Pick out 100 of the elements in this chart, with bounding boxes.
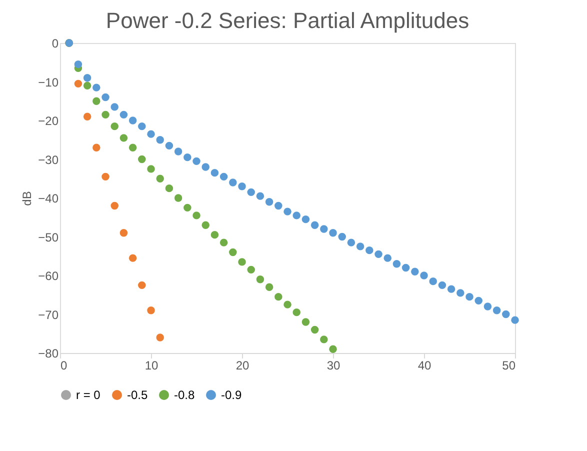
y-tick-label: −70 [38, 308, 59, 322]
x-tick-label: 20 [236, 358, 250, 372]
point [402, 264, 410, 272]
point [474, 296, 482, 305]
x-tick-label: 10 [144, 358, 158, 372]
point [238, 182, 246, 190]
point [156, 174, 164, 182]
point [438, 281, 446, 290]
point [511, 316, 519, 324]
point [128, 254, 137, 262]
x-tick-label: 40 [418, 358, 432, 372]
x-tick-label: 30 [326, 358, 340, 372]
point [284, 300, 292, 308]
legend-label: -0.9 [221, 388, 242, 402]
point [174, 194, 182, 202]
point [138, 155, 146, 164]
point [320, 225, 328, 233]
chart-title: Power -0.2 Series: Partial Amplitudes [106, 8, 470, 33]
point [247, 266, 255, 274]
point [411, 268, 419, 276]
point [265, 198, 274, 206]
point [192, 157, 200, 166]
point [147, 165, 155, 173]
y-tick-label: 0 [52, 36, 59, 50]
point [210, 230, 219, 239]
point [229, 178, 237, 186]
point [338, 232, 346, 241]
point [366, 246, 374, 254]
point [156, 136, 164, 144]
point [256, 276, 264, 284]
point [147, 306, 155, 314]
point [247, 188, 255, 196]
point [120, 229, 128, 237]
point [310, 326, 319, 334]
point [138, 281, 146, 290]
point [120, 110, 128, 119]
point [165, 142, 174, 150]
point [110, 202, 118, 210]
point [292, 212, 300, 220]
point [447, 285, 456, 293]
point [356, 242, 364, 250]
point [302, 318, 310, 326]
point [374, 250, 382, 258]
point [274, 292, 282, 301]
point [502, 310, 510, 318]
point [202, 163, 210, 171]
point [92, 84, 100, 92]
point [83, 112, 92, 120]
point [110, 103, 118, 111]
point [274, 202, 282, 210]
point [174, 148, 182, 156]
point [192, 212, 200, 220]
point [102, 172, 110, 181]
point [329, 229, 337, 237]
point [229, 248, 237, 256]
y-tick-label: −10 [38, 75, 59, 90]
y-tick-label: −40 [38, 192, 59, 206]
point [265, 283, 274, 291]
point [220, 238, 228, 246]
x-tick-label: 0 [60, 358, 68, 372]
point [120, 134, 128, 142]
point [347, 238, 356, 246]
y-tick-label: −60 [38, 269, 59, 283]
point [392, 260, 401, 268]
legend-label: r = 0 [76, 388, 101, 402]
point [456, 289, 464, 297]
point [329, 345, 337, 353]
point [184, 153, 192, 162]
point [202, 221, 210, 229]
point [138, 122, 146, 130]
y-tick-label: −50 [38, 230, 59, 244]
point [238, 258, 246, 266]
point [83, 74, 92, 82]
point [384, 254, 392, 262]
point [110, 122, 118, 130]
point [220, 172, 228, 181]
point [128, 116, 137, 124]
legend-label: -0.5 [127, 388, 148, 402]
point [302, 215, 310, 224]
legend-label: -0.8 [174, 388, 196, 402]
point [74, 80, 82, 88]
point [284, 208, 292, 216]
x-tick-label: 50 [502, 358, 516, 372]
point [320, 336, 328, 344]
point [256, 192, 264, 200]
point [420, 272, 428, 280]
y-tick-label: −30 [38, 152, 59, 167]
point [466, 292, 474, 301]
point [102, 110, 110, 119]
point [74, 60, 82, 68]
y-tick-label: −80 [38, 346, 59, 360]
point [92, 97, 100, 105]
y-axis-title: dB [20, 191, 34, 206]
point [310, 221, 319, 229]
point [492, 306, 501, 314]
point [156, 334, 164, 342]
point [210, 168, 219, 177]
point [147, 130, 155, 138]
point [184, 204, 192, 212]
point [83, 82, 92, 90]
